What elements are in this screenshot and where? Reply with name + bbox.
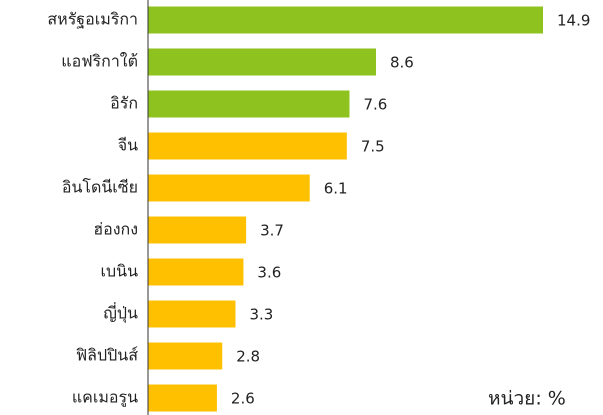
- category-label: ฮ่องกง: [93, 220, 138, 239]
- category-label: เบนิน: [101, 262, 139, 281]
- bar: [148, 174, 310, 202]
- value-label: 3.6: [257, 264, 281, 282]
- category-label: อิรัก: [110, 94, 138, 113]
- category-label: สหรัฐอเมริกา: [47, 10, 138, 29]
- bar: [148, 384, 217, 412]
- bar: [148, 132, 347, 160]
- bar: [148, 6, 543, 34]
- bar: [148, 90, 350, 118]
- category-label: ฟิลิปปินส์: [76, 346, 138, 365]
- value-label: 8.6: [390, 54, 414, 72]
- bar: [148, 48, 376, 76]
- bar: [148, 300, 236, 328]
- category-label: แอฟริกาใต้: [61, 52, 138, 71]
- unit-note: หน่วย: %: [488, 388, 566, 410]
- value-label: 7.5: [361, 138, 385, 156]
- value-label: 14.9: [557, 12, 590, 30]
- bar: [148, 258, 244, 286]
- category-label: จีน: [118, 136, 138, 155]
- category-label: อินโดนีเซีย: [62, 178, 138, 197]
- value-label: 2.8: [236, 348, 260, 366]
- value-label: 7.6: [363, 96, 387, 114]
- bar: [148, 342, 223, 370]
- value-label: 2.6: [231, 390, 255, 408]
- value-label: 6.1: [324, 180, 348, 198]
- bar: [148, 216, 247, 244]
- value-label: 3.3: [249, 306, 273, 324]
- category-label: แคเมอรูน: [72, 388, 138, 408]
- category-label: ญี่ปุ่น: [103, 302, 138, 324]
- value-label: 3.7: [260, 222, 284, 240]
